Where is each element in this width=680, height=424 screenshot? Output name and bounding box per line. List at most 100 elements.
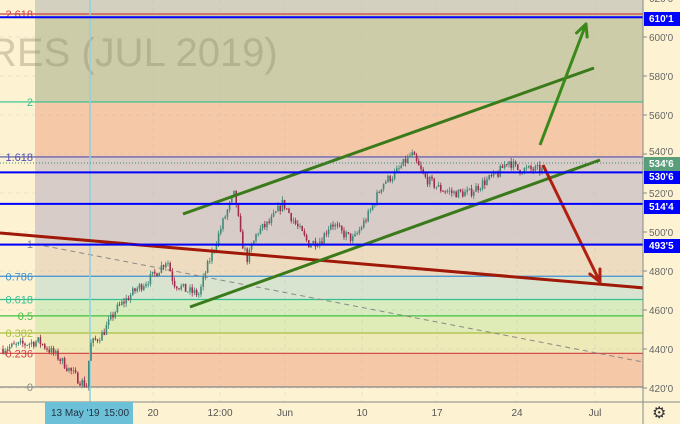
candle-body bbox=[290, 213, 292, 222]
candle-body bbox=[532, 169, 534, 171]
price-badge-label: 493'5 bbox=[649, 241, 674, 252]
candle-body bbox=[151, 271, 154, 275]
candle-body bbox=[305, 235, 308, 241]
fib-zone bbox=[35, 333, 643, 354]
candle-body bbox=[270, 216, 273, 223]
candle-body bbox=[536, 164, 539, 167]
candle-body bbox=[134, 288, 136, 292]
candle-body bbox=[39, 337, 42, 345]
candle-body bbox=[235, 190, 237, 205]
time-tick-label: 17 bbox=[431, 408, 443, 419]
candle-body bbox=[17, 342, 20, 344]
fib-label: 0.236 bbox=[5, 348, 33, 360]
candle-body bbox=[129, 295, 132, 301]
candle-body bbox=[24, 343, 26, 346]
candle-body bbox=[354, 233, 356, 237]
candle-body bbox=[6, 349, 9, 351]
price-tick-label: 460'0 bbox=[649, 306, 674, 317]
candle-body bbox=[442, 191, 444, 192]
price-tick-label: 440'0 bbox=[649, 345, 674, 356]
candle-body bbox=[215, 244, 218, 250]
candle-body bbox=[534, 166, 537, 171]
candle-body bbox=[255, 234, 257, 241]
candle-body bbox=[488, 175, 490, 180]
candle-body bbox=[50, 348, 53, 353]
candle-body bbox=[257, 233, 259, 235]
candle-body bbox=[330, 224, 332, 230]
candle-body bbox=[162, 265, 165, 268]
candle-body bbox=[367, 210, 369, 222]
green-arrow-up-head bbox=[584, 22, 589, 39]
candle-body bbox=[237, 204, 240, 217]
candle-body bbox=[160, 265, 163, 273]
crosshair-date: 13 May '19 bbox=[51, 408, 100, 419]
candle-body bbox=[11, 343, 13, 347]
candle-body bbox=[475, 185, 477, 192]
candle-body bbox=[400, 165, 402, 168]
candle-body bbox=[288, 208, 290, 214]
candle-body bbox=[365, 220, 367, 222]
candle-body bbox=[8, 346, 11, 350]
candle-body bbox=[57, 350, 59, 360]
candle-body bbox=[187, 291, 189, 293]
time-tick-label: Jun bbox=[277, 408, 293, 419]
red-trendline bbox=[0, 231, 669, 292]
candle-body bbox=[387, 175, 389, 182]
candle-body bbox=[470, 188, 473, 196]
price-tick-label: 480'0 bbox=[649, 267, 674, 278]
time-tick-label: Jul bbox=[589, 408, 602, 419]
candle-body bbox=[360, 227, 363, 230]
settings-gear-icon[interactable]: ⚙ bbox=[652, 405, 667, 422]
candle-body bbox=[303, 230, 306, 236]
candle-body bbox=[35, 341, 37, 347]
candle-body bbox=[176, 286, 178, 289]
candle-body bbox=[261, 223, 264, 229]
candle-body bbox=[83, 379, 86, 387]
price-badge bbox=[644, 239, 680, 253]
green-arrow-up-head bbox=[575, 22, 588, 35]
candle-body bbox=[103, 332, 105, 335]
candle-body bbox=[233, 190, 235, 197]
price-tick-label: 580'0 bbox=[649, 72, 674, 83]
candle-body bbox=[184, 283, 187, 292]
candle-body bbox=[253, 240, 255, 246]
candle-body bbox=[209, 261, 211, 262]
candle-body bbox=[457, 189, 460, 198]
candle-body bbox=[492, 171, 495, 176]
candle-body bbox=[420, 165, 422, 170]
candle-body bbox=[46, 348, 48, 350]
candle-body bbox=[316, 245, 319, 247]
candle-body bbox=[140, 284, 143, 290]
candle-body bbox=[30, 342, 33, 344]
candle-body bbox=[464, 191, 466, 197]
fib-label: 2.618 bbox=[5, 9, 33, 21]
candle-body bbox=[413, 152, 416, 155]
price-badge bbox=[644, 200, 680, 214]
candle-body bbox=[431, 176, 433, 179]
candle-body bbox=[118, 304, 121, 306]
candle-body bbox=[299, 226, 301, 227]
channel-lower-line bbox=[189, 158, 601, 309]
candle-body bbox=[107, 319, 110, 326]
candle-body bbox=[68, 367, 70, 371]
candle-body bbox=[321, 241, 323, 244]
candle-body bbox=[154, 271, 156, 274]
candle-body bbox=[294, 220, 297, 224]
fib-label: 0.5 bbox=[18, 311, 33, 323]
candle-body bbox=[81, 379, 83, 386]
candle-body bbox=[244, 248, 246, 250]
price-tick-label: 500'0 bbox=[649, 228, 674, 239]
price-tick-label: 620'0 bbox=[649, 0, 674, 5]
candle-body bbox=[378, 192, 380, 194]
candle-body bbox=[446, 191, 449, 192]
candle-body bbox=[448, 190, 451, 192]
candle-body bbox=[451, 190, 453, 193]
candle-body bbox=[167, 263, 169, 264]
candle-body bbox=[286, 208, 288, 210]
fib-label: 0.618 bbox=[5, 294, 33, 306]
crosshair-time: 15:00 bbox=[104, 408, 129, 419]
price-tick-label: 540'0 bbox=[649, 147, 674, 158]
fib-label: 1.618 bbox=[5, 152, 33, 164]
